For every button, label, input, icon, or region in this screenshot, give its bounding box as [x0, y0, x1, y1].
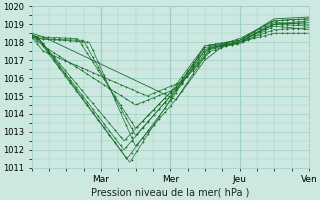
X-axis label: Pression niveau de la mer( hPa ): Pression niveau de la mer( hPa )	[91, 187, 249, 197]
